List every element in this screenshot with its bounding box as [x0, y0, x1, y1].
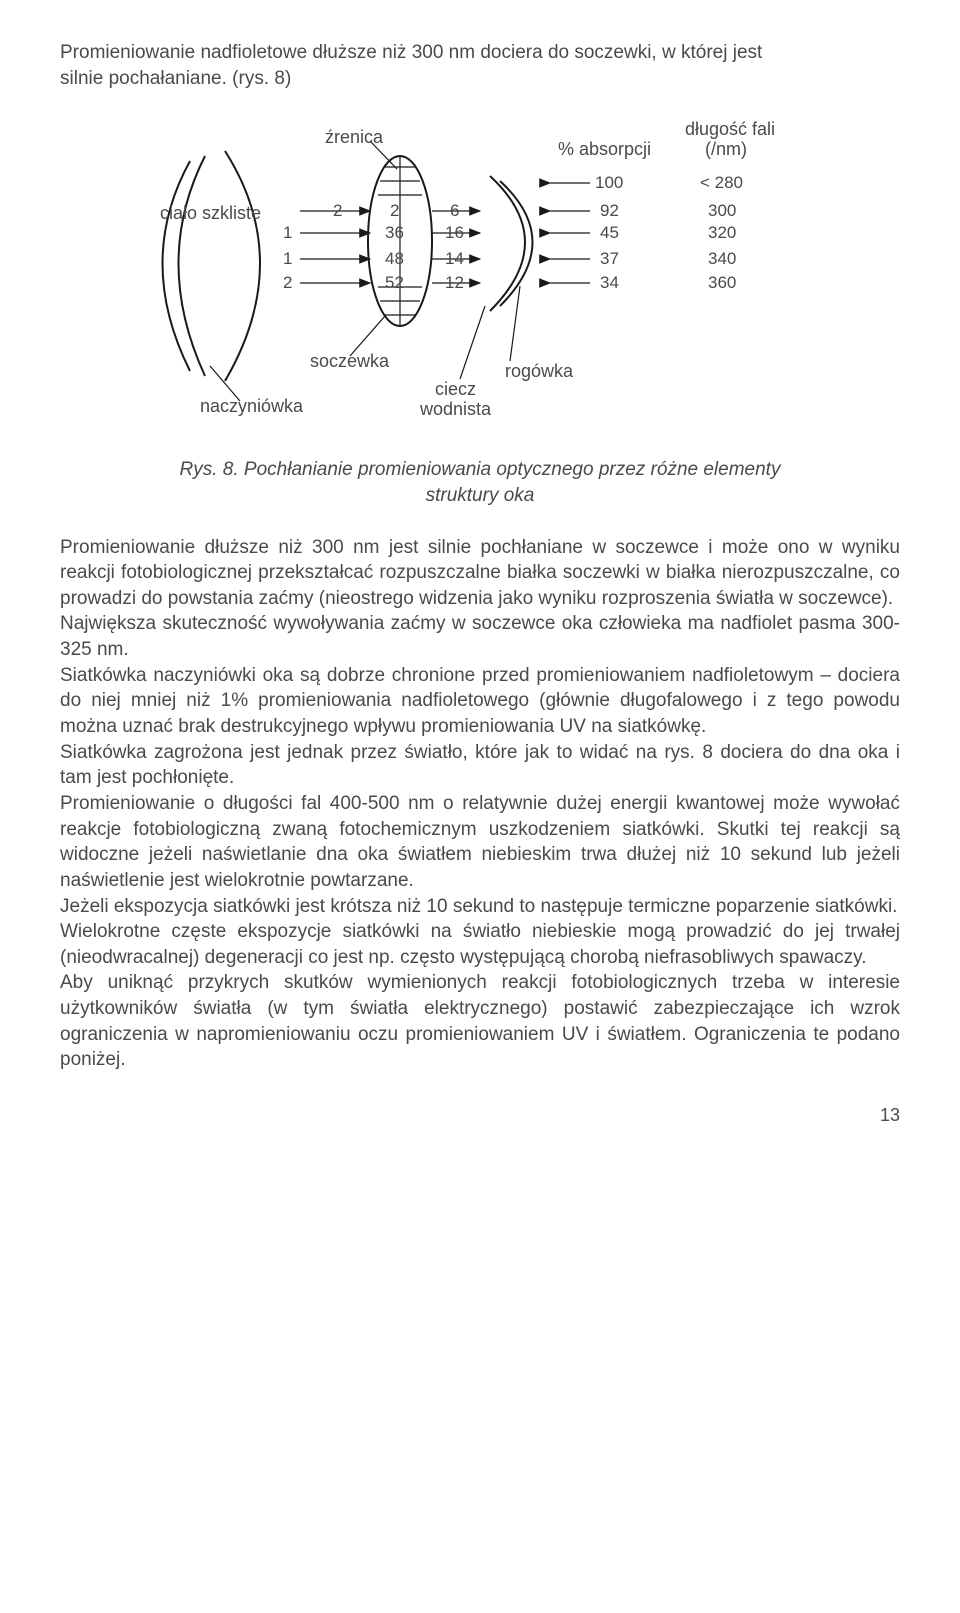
- para-1: Promieniowanie dłuższe niż 300 nm jest s…: [60, 535, 900, 612]
- abs-e: 34: [600, 272, 619, 295]
- para-3: Siatkówka naczyniówki oka są dobrze chro…: [60, 663, 900, 740]
- leftnum-b: 1: [283, 222, 292, 245]
- abs-c: 45: [600, 222, 619, 245]
- caption-line-2: struktury oka: [426, 485, 535, 506]
- para-6: Jeżeli ekspozycja siatkówki jest krótsza…: [60, 894, 900, 920]
- eye-diagram: źrenica ciało szkliste soczewka naczynió…: [160, 111, 800, 441]
- rightnum-d: 12: [445, 272, 464, 295]
- rightnum-c: 14: [445, 248, 464, 271]
- abs-d: 37: [600, 248, 619, 271]
- label-ciecz-2: wodnista: [420, 397, 491, 421]
- midnum-d: 52: [385, 272, 404, 295]
- eye-diagram-svg: [160, 111, 800, 441]
- wave-b: 300: [708, 200, 736, 223]
- label-abs: % absorpcji: [558, 137, 651, 161]
- leftnum-a: 2: [333, 200, 342, 223]
- leftnum-c: 1: [283, 248, 292, 271]
- rightnum-a: 6: [450, 200, 459, 223]
- page-number: 13: [60, 1103, 900, 1127]
- leftnum-d: 2: [283, 272, 292, 295]
- para-5: Promieniowanie o długości fal 400-500 nm…: [60, 791, 900, 894]
- abs-b: 92: [600, 200, 619, 223]
- midnum-b: 36: [385, 222, 404, 245]
- rightnum-b: 16: [445, 222, 464, 245]
- figure-caption: Rys. 8. Pochłanianie promieniowania opty…: [60, 457, 900, 508]
- label-zrenica: źrenica: [325, 125, 383, 149]
- intro-text: Promieniowanie nadfioletowe dłuższe niż …: [60, 40, 900, 91]
- caption-line-1: Rys. 8. Pochłanianie promieniowania opty…: [180, 459, 781, 480]
- label-naczyn: naczyniówka: [200, 394, 303, 418]
- label-cialo: ciało szkliste: [160, 201, 261, 225]
- para-2: Największa skuteczność wywoływania zaćmy…: [60, 611, 900, 662]
- intro-line-2: silnie pochałaniane. (rys. 8): [60, 68, 291, 89]
- intro-line-1: Promieniowanie nadfioletowe dłuższe niż …: [60, 42, 762, 63]
- wave-a: < 280: [700, 172, 743, 195]
- abs-a: 100: [595, 172, 623, 195]
- para-7: Wielokrotne częste ekspozycje siatkówki …: [60, 919, 900, 970]
- label-rogowka: rogówka: [505, 359, 573, 383]
- para-4: Siatkówka zagrożona jest jednak przez św…: [60, 740, 900, 791]
- midnum-a: 2: [390, 200, 399, 223]
- wave-e: 360: [708, 272, 736, 295]
- body-text: Promieniowanie dłuższe niż 300 nm jest s…: [60, 535, 900, 1073]
- para-8: Aby uniknąć przykrych skutków wymieniony…: [60, 970, 900, 1073]
- label-fali-2: (/nm): [705, 137, 747, 161]
- wave-d: 340: [708, 248, 736, 271]
- midnum-c: 48: [385, 248, 404, 271]
- label-soczewka: soczewka: [310, 349, 389, 373]
- wave-c: 320: [708, 222, 736, 245]
